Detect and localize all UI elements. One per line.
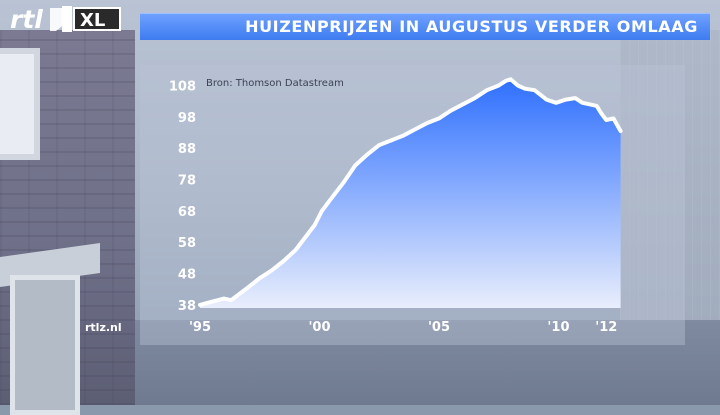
- rtlz-logo-icon: rtl XL: [10, 5, 121, 34]
- x-tick-label: '10: [547, 320, 569, 335]
- y-tick-label: 78: [178, 174, 196, 189]
- y-tick-label: 58: [178, 236, 196, 251]
- page-title: HUIZENPRIJZEN IN AUGUSTUS VERDER OMLAAG: [245, 17, 698, 36]
- source-note: Bron: Thomson Datastream: [206, 78, 344, 89]
- y-tick-label: 108: [169, 80, 196, 95]
- y-tick-label: 98: [178, 111, 196, 126]
- y-tick-label: 38: [178, 299, 196, 314]
- price-area-fill: [200, 79, 621, 308]
- top-banner: rtl XL HUIZENPRIJZEN IN AUGUSTUS VERDER …: [0, 0, 720, 40]
- x-tick-label: '00: [308, 320, 330, 335]
- y-tick-label: 48: [178, 268, 196, 283]
- background-window: [0, 48, 40, 160]
- logo-xl-text: XL: [80, 10, 105, 31]
- background-lower-area: [135, 320, 720, 405]
- y-tick-label: 88: [178, 142, 196, 157]
- title-bar: HUIZENPRIJZEN IN AUGUSTUS VERDER OMLAAG: [140, 13, 710, 40]
- logo-rtl-text: rtl: [10, 5, 43, 34]
- x-tick-label: '12: [595, 320, 617, 335]
- y-tick-label: 68: [178, 205, 196, 220]
- house-price-chart: 38 48 58 68 78 88 98 108 '95 '00 '05 '10 '12: [169, 77, 623, 335]
- site-watermark: rtlz.nl: [85, 321, 122, 334]
- x-tick-label: '05: [428, 320, 450, 335]
- price-series-line: [198, 77, 623, 307]
- x-tick-label: '95: [189, 320, 211, 335]
